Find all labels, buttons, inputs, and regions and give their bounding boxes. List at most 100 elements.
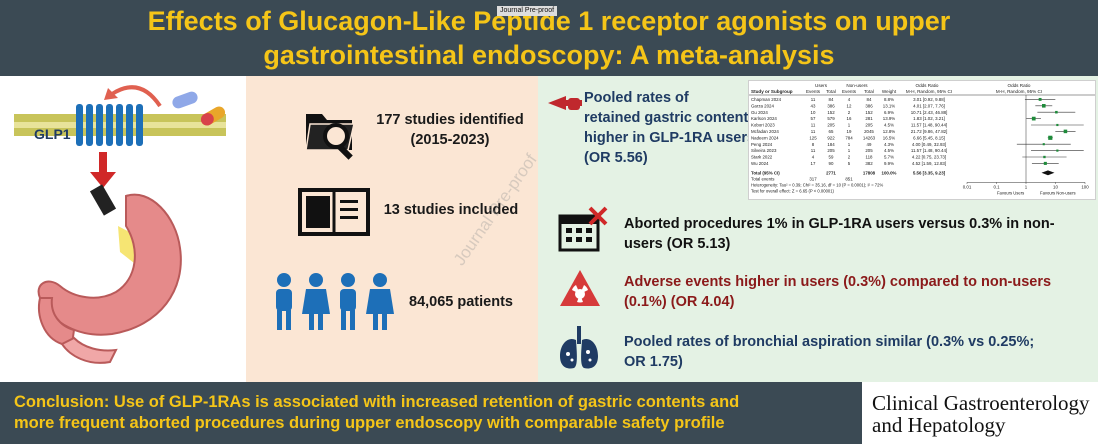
aspiration-line1: Pooled rates of bronchial aspiration sim… (624, 334, 1035, 350)
study-row-weight: 13.1% (883, 103, 896, 108)
study-row-events-users: 10 (811, 110, 816, 115)
study-row-total-nonusers: 84 (867, 97, 872, 102)
total-events-label: Total events (751, 176, 775, 181)
study-row-weight: 6.9% (884, 110, 894, 115)
study-row-weight: 8.8% (884, 97, 894, 102)
x-axis-tick-label: 10 (1053, 184, 1058, 189)
journal-line2: and Hepatology (872, 413, 1006, 437)
study-row-total-users: 579 (827, 116, 835, 121)
header-odds-ratio-plot: Odds Ratio (1008, 83, 1031, 88)
study-row-weight: 16.5% (883, 135, 896, 140)
studies-included: 13 studies included (383, 202, 519, 218)
study-row-or: 6.66 [5.45, 8.15] (913, 135, 945, 140)
study-row-events-nonusers: 2 (848, 110, 851, 115)
book-icon (298, 188, 370, 236)
endoscope-icon (89, 184, 117, 216)
study-row-events-nonusers: 2 (848, 155, 851, 160)
study-row-name: Nadeem 2024 (751, 135, 779, 140)
study-row-or: 1.83 [1.02, 3.21] (913, 116, 945, 121)
title-line2: gastrointestinal endoscopy: A meta-analy… (263, 40, 835, 70)
study-row-events-users: 125 (809, 135, 817, 140)
study-row-total-users: 205 (827, 123, 835, 128)
total-weight: 100.0% (882, 170, 897, 175)
conclusion-banner: Conclusion: Use of GLP-1RAs is associate… (0, 382, 862, 444)
pooled-gastric-line1: Pooled rates of (584, 90, 689, 106)
study-row-events-nonusers: 1 (848, 123, 851, 128)
total-users: 2771 (826, 170, 836, 175)
study-row-estimate (1055, 110, 1058, 114)
study-row-estimate (1048, 135, 1053, 140)
conclusion-line2: more frequent aborted procedures during … (14, 414, 725, 432)
study-row-estimate (1056, 123, 1059, 127)
study-row-estimate (1043, 161, 1047, 165)
total-events-users: 317 (809, 176, 817, 181)
journal-name: Clinical Gastroenterology and Hepatology (862, 382, 1098, 444)
header-odds-ratio: Odds Ratio (916, 83, 939, 88)
total-label: Total (95% CI) (751, 170, 780, 175)
study-row-name: Kobori 2023 (751, 123, 775, 128)
receptor-icon (76, 104, 143, 146)
total-nonusers: 17808 (863, 170, 876, 175)
study-row-estimate (1056, 149, 1059, 152)
study-row-or: 3.01 [0.92, 9.88] (913, 97, 945, 102)
aspiration-line2: OR 1.75) (624, 354, 683, 370)
study-row-events-users: 8 (812, 142, 815, 147)
study-row-name: Chapman 2024 (751, 97, 782, 102)
pooled-gastric-line4: (OR 5.56) (584, 150, 648, 166)
study-row-name: Peng 2024 (751, 142, 773, 147)
study-row-weight: 4.3% (884, 142, 894, 147)
glp1-mechanism-illustration (14, 85, 226, 364)
pointing-hand-icon (548, 96, 582, 110)
study-stats-panel: 177 studies identified (2015-2023) 13 st… (246, 76, 538, 382)
study-row-or: 11.57 [1.48, 90.44] (911, 123, 947, 128)
hazard-icon (560, 270, 600, 306)
study-row-or: 4.00 [0.49, 32.93] (912, 142, 946, 147)
study-row-estimate (1043, 155, 1046, 159)
study-row-or: 10.71 [2.43, 46.88] (911, 110, 948, 115)
study-row-events-users: 11 (811, 97, 816, 102)
study-row-events-users: 11 (811, 129, 816, 134)
study-row-weight: 13.9% (883, 116, 896, 121)
study-row-total-nonusers: 49 (867, 142, 872, 147)
study-row-total-nonusers: 386 (865, 103, 873, 108)
study-row-name: Wu 2024 (751, 161, 769, 166)
study-row-total-nonusers: 14263 (863, 135, 876, 140)
header-total-u: Total (826, 89, 836, 94)
conclusion-line1: Conclusion: Use of GLP-1RAs is associate… (14, 393, 740, 411)
mechanism-panel: GLP1 (0, 76, 246, 382)
study-row-total-nonusers: 152 (865, 110, 873, 115)
journal-pre-proof-overlay: Journal Pre-proof (497, 6, 558, 16)
study-row-total-nonusers: 205 (865, 148, 873, 153)
study-row-events-users: 43 (811, 103, 816, 108)
study-row-total-users: 90 (829, 161, 834, 166)
forest-plot-svg: Users Non-users Odds Ratio Odds Ratio Study … (749, 83, 1095, 195)
study-row-events-nonusers: 1 (848, 148, 851, 153)
study-row-name: Mcfadan 2024 (751, 129, 779, 134)
header-banner: Effects of Glucagon-Like Peptide 1 recep… (0, 0, 1098, 76)
study-row-or: 4.01 [2.07, 7.76] (913, 103, 945, 108)
study-row-name: Stark 2022 (751, 155, 773, 160)
receptor-label: GLP1 (34, 126, 71, 142)
study-row-estimate (1042, 143, 1045, 146)
aborted-line1: Aborted procedures 1% in GLP-1RA users v… (624, 216, 1055, 232)
study-row-events-nonusers: 784 (845, 135, 853, 140)
adverse-line1: Adverse events higher in users (0.3%) co… (624, 274, 1052, 290)
total-events-nonusers: 851 (845, 176, 853, 181)
study-row-events-nonusers: 16 (847, 116, 852, 121)
study-row-total-users: 386 (827, 103, 835, 108)
study-row-events-nonusers: 1 (848, 142, 851, 147)
header-total-n: Total (864, 89, 874, 94)
study-row-total-nonusers: 281 (865, 116, 873, 121)
study-row-estimate (1063, 129, 1068, 134)
study-row-total-users: 922 (827, 135, 835, 140)
study-row-name: Gu 2024 (751, 110, 768, 115)
study-row-weight: 4.5% (884, 148, 894, 153)
total-diamond (1041, 170, 1055, 176)
forest-plot: Users Non-users Odds Ratio Odds Ratio Study … (748, 80, 1096, 200)
x-axis-tick-label: 1 (1025, 184, 1028, 189)
study-row-total-nonusers: 118 (866, 155, 874, 160)
study-row-events-users: 11 (811, 148, 816, 153)
calendar-cancel-icon (558, 206, 608, 252)
study-row-events-nonusers: 12 (847, 103, 852, 108)
study-row-estimate (1038, 97, 1042, 101)
